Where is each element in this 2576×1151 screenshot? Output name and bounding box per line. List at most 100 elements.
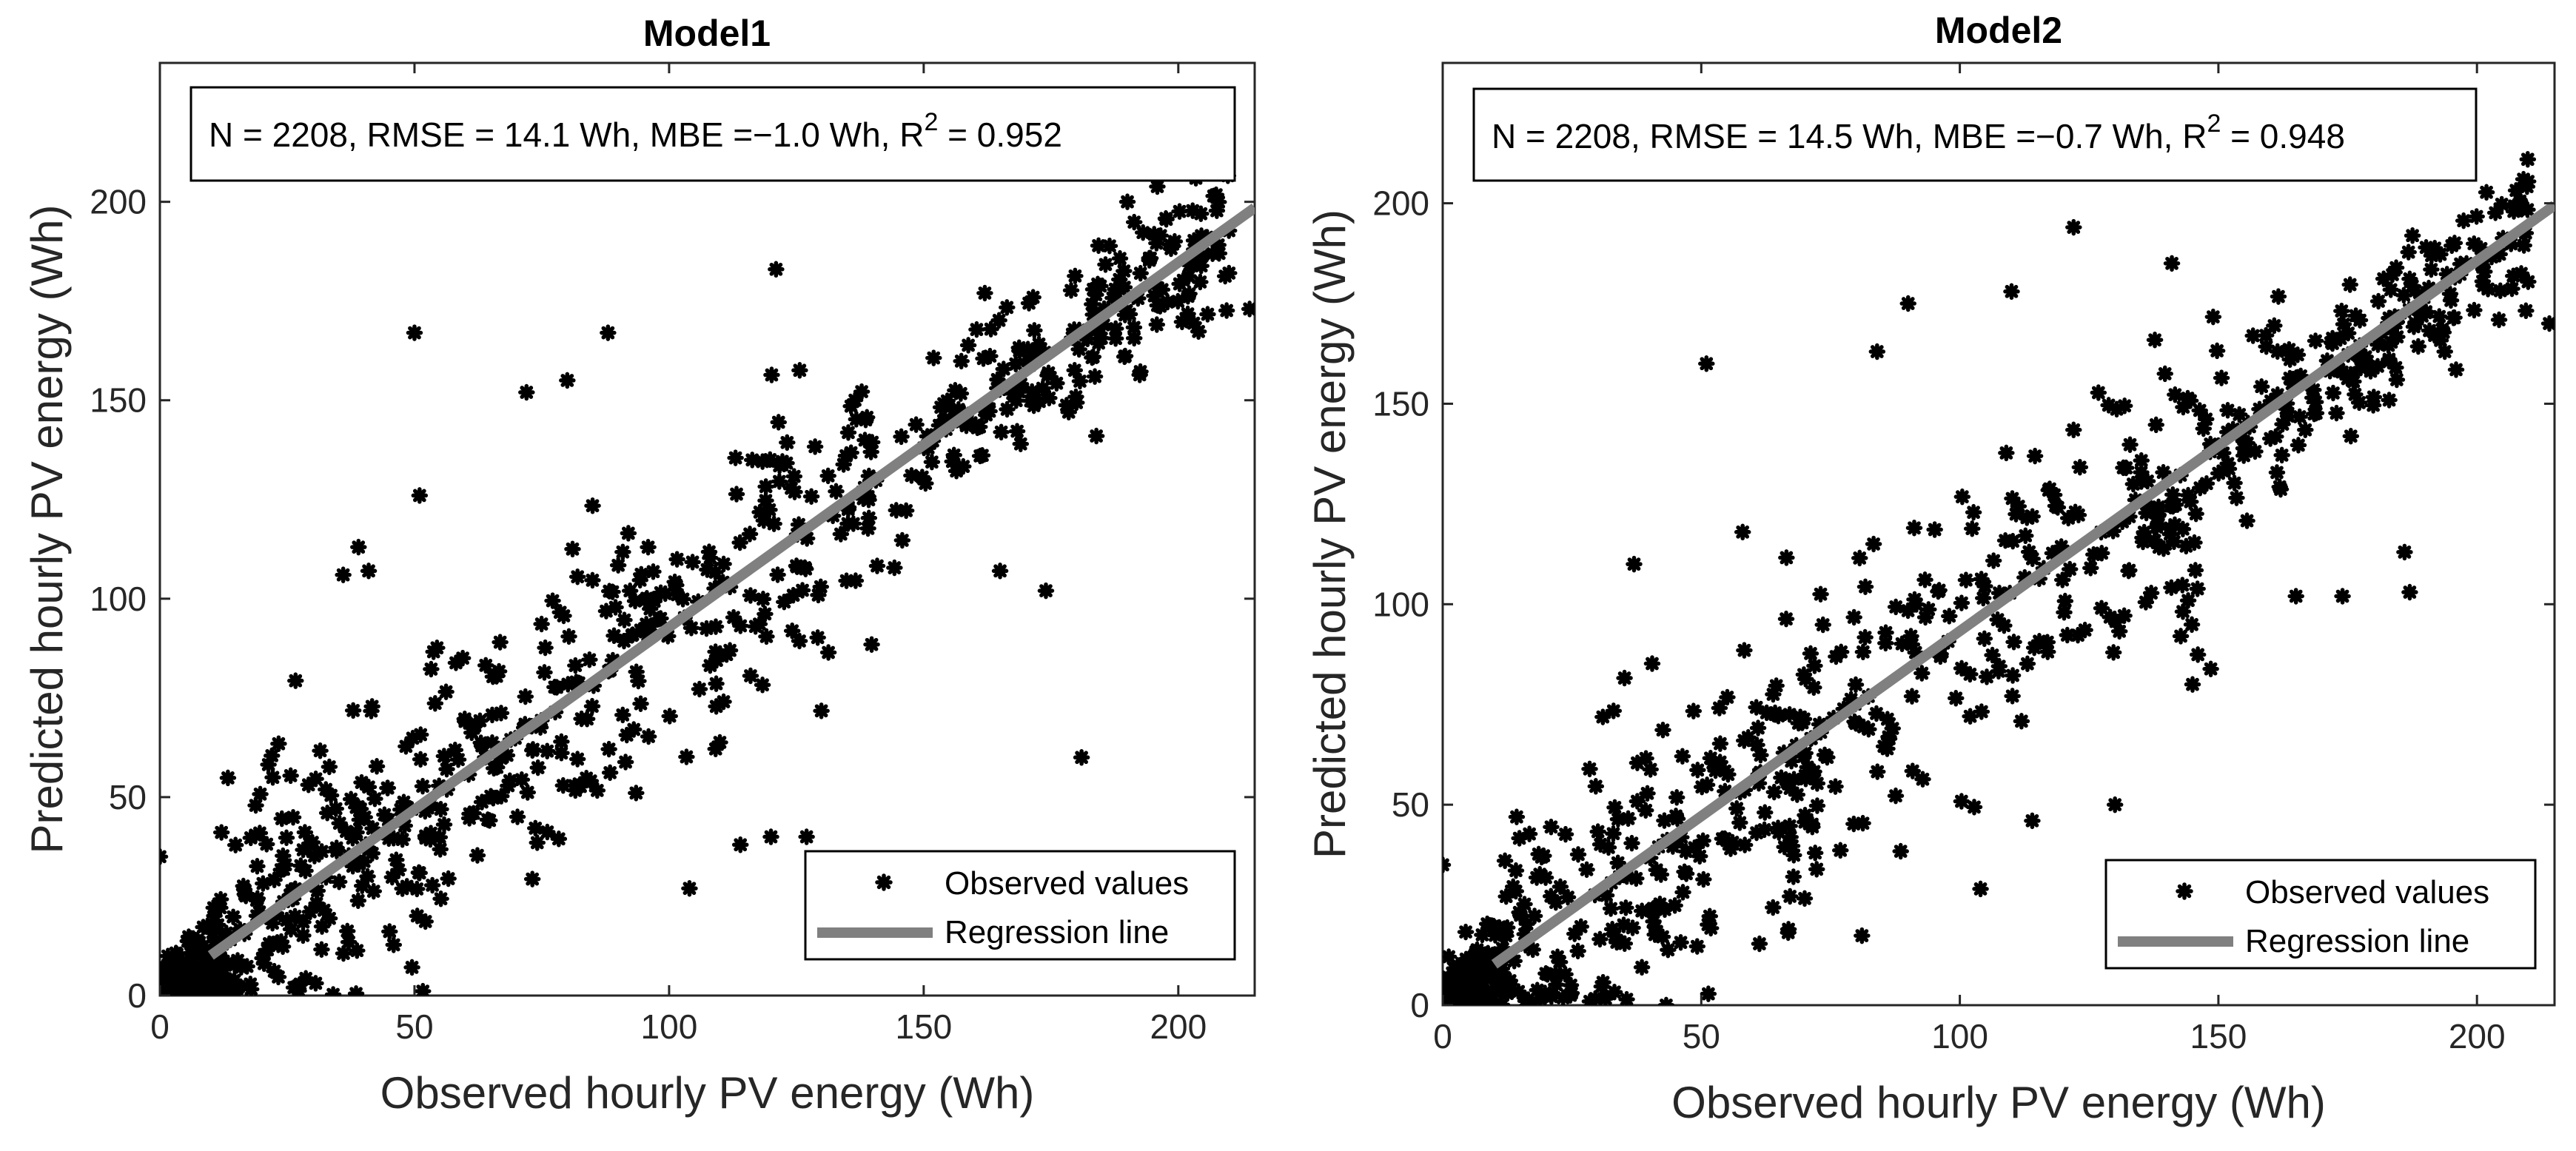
observed-point: [2504, 267, 2522, 285]
observed-point: [1193, 247, 1211, 264]
observed-point: [2004, 688, 2021, 705]
observed-point: [483, 734, 501, 751]
observed-point: [273, 810, 291, 828]
observed-point: [219, 954, 237, 972]
observed-point: [908, 416, 925, 433]
observed-point: [1667, 808, 1685, 825]
observed-point: [1241, 301, 1255, 318]
observed-point: [1953, 594, 1970, 611]
observed-point: [1586, 990, 1604, 1005]
observed-point: [1563, 984, 1580, 1001]
observed-point: [2228, 489, 2245, 506]
observed-point: [863, 434, 881, 451]
observed-point: [559, 372, 576, 389]
observed-point: [776, 593, 793, 611]
observed-point: [553, 745, 570, 762]
observed-point: [763, 366, 780, 383]
x-tick-label: 0: [150, 1007, 170, 1046]
observed-point: [340, 933, 358, 950]
observed-point: [2082, 560, 2099, 577]
observed-point: [2204, 308, 2222, 326]
observed-point: [366, 790, 383, 808]
observed-point: [1205, 187, 1222, 205]
observed-point: [707, 643, 724, 660]
observed-point: [1548, 976, 1565, 993]
observed-point: [2195, 420, 2213, 437]
observed-point: [195, 919, 212, 936]
observed-point: [498, 747, 516, 764]
observed-point: [1460, 988, 1478, 1005]
observed-point: [1132, 363, 1149, 380]
observed-point: [167, 984, 184, 996]
observed-point: [527, 819, 544, 837]
observed-point: [2041, 480, 2059, 497]
observed-point: [1148, 235, 1165, 252]
observed-point: [1484, 949, 1502, 967]
observed-point: [1591, 836, 1609, 853]
observed-point: [376, 806, 393, 823]
observed-point: [492, 634, 509, 651]
observed-point: [1615, 916, 1632, 933]
observed-point: [1578, 861, 1595, 879]
observed-point: [2384, 266, 2401, 283]
observed-point: [1450, 995, 1468, 1005]
observed-point: [2019, 509, 2036, 526]
observed-point: [1989, 611, 2006, 628]
observed-point: [1731, 814, 1748, 831]
observed-point: [1145, 226, 1163, 243]
observed-point: [727, 449, 744, 466]
observed-point: [2364, 397, 2382, 414]
observed-point: [1116, 262, 1133, 280]
observed-point: [886, 559, 903, 577]
observed-point: [1860, 720, 1877, 738]
observed-point: [2446, 235, 2463, 252]
observed-point: [893, 428, 910, 446]
observed-point: [338, 922, 356, 940]
observed-point: [1569, 942, 1586, 960]
observed-point: [1953, 488, 1971, 506]
observed-point: [2268, 464, 2286, 481]
observed-point: [1458, 958, 1476, 976]
observed-point: [1019, 352, 1036, 369]
observed-point: [2140, 500, 2157, 517]
observed-point: [349, 942, 366, 959]
observed-point: [2004, 667, 2022, 684]
observed-point: [1905, 519, 1923, 537]
observed-point: [1785, 868, 1802, 885]
observed-point: [350, 538, 367, 556]
observed-point: [1941, 608, 1958, 625]
observed-point: [537, 639, 554, 657]
observed-point: [258, 836, 275, 853]
observed-point: [754, 591, 772, 608]
observed-point: [2411, 301, 2428, 318]
observed-point: [364, 819, 381, 837]
observed-point: [1719, 688, 1736, 706]
observed-point: [2420, 279, 2438, 297]
observed-point: [2507, 181, 2525, 199]
observed-point: [1526, 907, 1543, 925]
observed-point: [606, 627, 623, 645]
observed-point: [1192, 273, 1209, 291]
observed-point: [863, 636, 880, 653]
observed-point: [2192, 479, 2209, 497]
observed-point: [1672, 933, 1689, 951]
observed-point: [791, 362, 808, 379]
observed-point: [1542, 887, 1560, 905]
observed-point: [1814, 616, 1831, 634]
observed-point: [2189, 646, 2207, 663]
observed-point: [2330, 360, 2347, 377]
observed-point: [2395, 286, 2412, 304]
observed-point: [600, 740, 617, 758]
observed-point: [615, 632, 633, 650]
observed-point: [1605, 825, 1622, 842]
observed-point: [1868, 343, 1886, 360]
observed-point: [1149, 297, 1167, 314]
observed-point: [1087, 286, 1104, 303]
observed-point: [473, 793, 491, 811]
observed-point: [1765, 783, 1783, 801]
observed-point: [176, 970, 194, 987]
observed-point: [266, 962, 283, 980]
observed-point: [2162, 497, 2179, 514]
observed-point: [2281, 369, 2298, 387]
y-tick-label: 150: [1372, 384, 1429, 423]
